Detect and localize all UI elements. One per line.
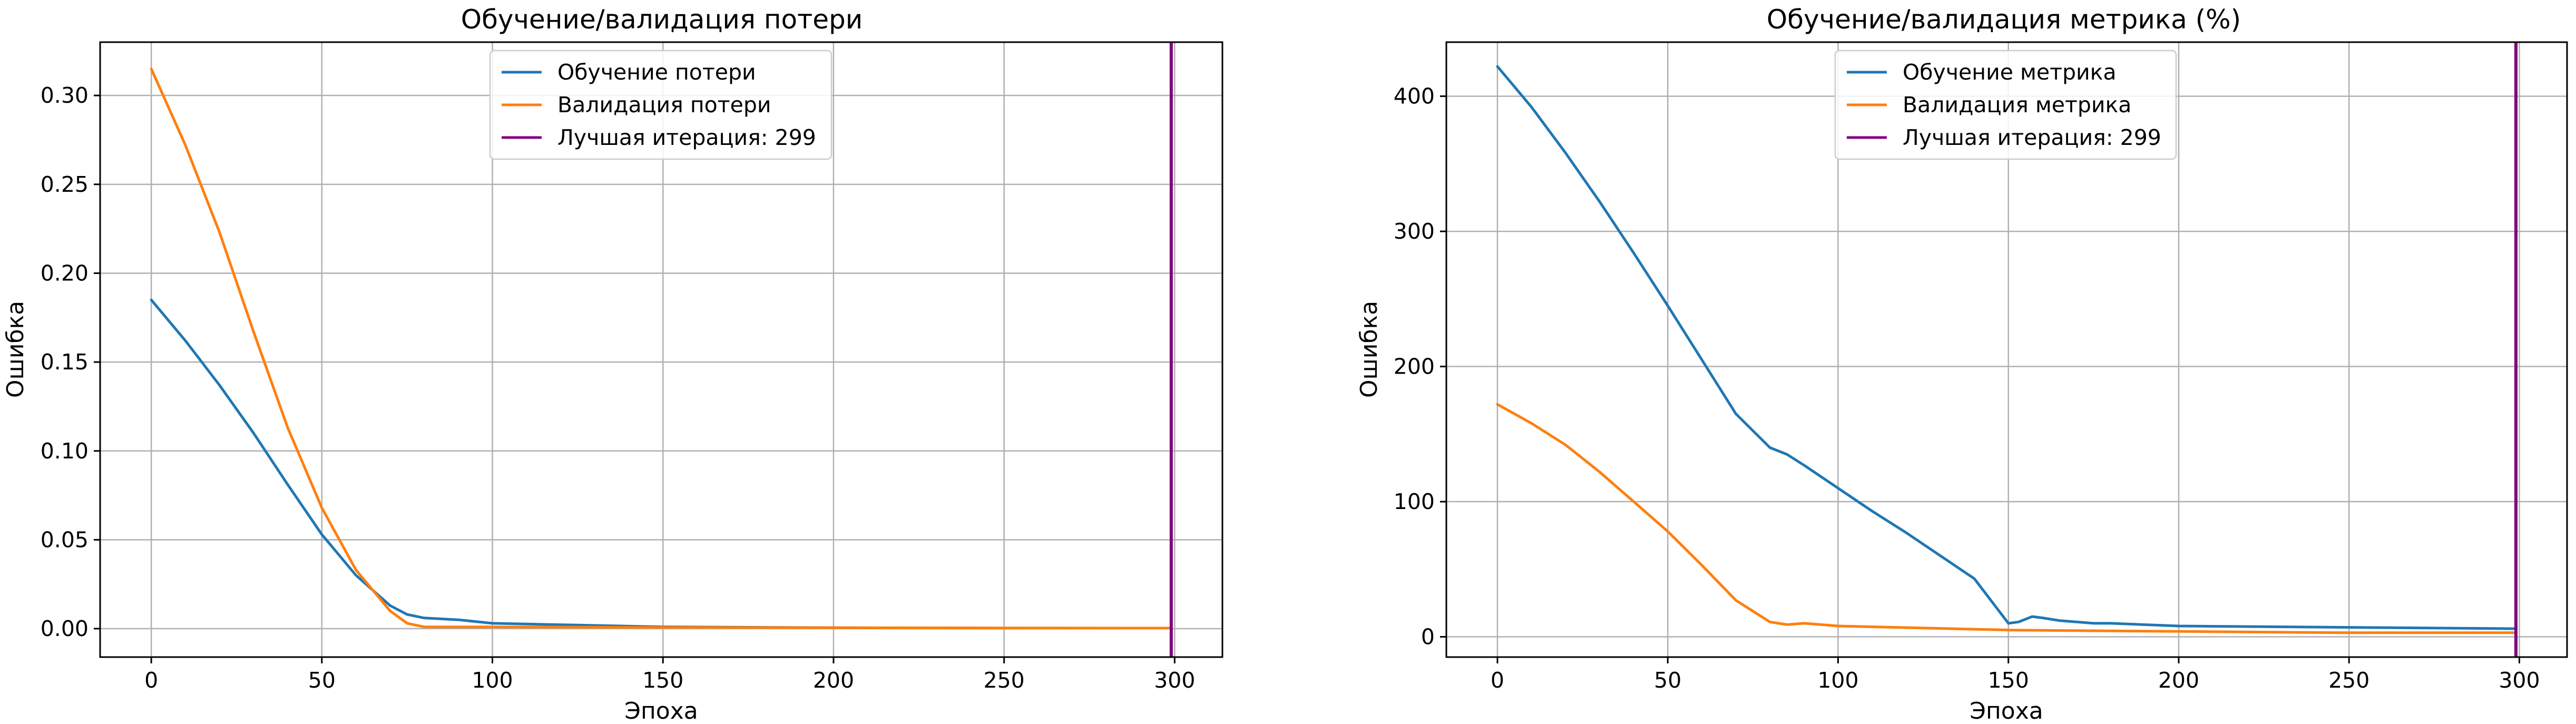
legend-label: Валидация метрика <box>1903 92 2131 118</box>
x-tick-label: 100 <box>472 668 513 693</box>
x-tick-label: 150 <box>1988 668 2029 693</box>
metric-chart: Обучение/валидация метрика (%) 0 50 100 150… <box>1356 4 2568 724</box>
y-tick-label: 0.00 <box>41 616 89 641</box>
legend-box <box>1834 50 2177 160</box>
y-tick-label: 0.20 <box>41 260 89 286</box>
y-tick-label: 0.25 <box>41 172 89 197</box>
axes-frame <box>99 41 1223 658</box>
plot-area <box>1496 42 2518 657</box>
chart-title: Обучение/валидация потери <box>461 4 863 35</box>
y-tick-label: 0.30 <box>41 83 89 108</box>
loss-chart: Обучение/валидация потери 0 50 100 150 200 25… <box>2 4 1223 724</box>
x-tick-label: 0 <box>1491 668 1504 693</box>
y-axis-label: Ошибка <box>1356 301 1383 398</box>
axes-frame <box>1445 41 2568 658</box>
x-tick-label: 250 <box>2328 668 2369 693</box>
legend-label: Обучение потери <box>557 60 756 85</box>
x-axis-label: Эпоха <box>624 698 698 724</box>
axis-ticks: 0 50 100 150 200 250 300 0 100 200 300 400 <box>1394 84 2540 693</box>
series-line-validation <box>150 67 1173 630</box>
y-tick-label: 400 <box>1394 84 1435 109</box>
y-tick-label: 0.10 <box>41 438 89 464</box>
chart-title: Обучение/валидация метрика (%) <box>1767 4 2241 35</box>
series-line-validation <box>1496 403 2518 634</box>
y-tick-label: 300 <box>1394 219 1435 244</box>
legend-label: Лучшая итерация: 299 <box>1903 125 2161 150</box>
x-tick-label: 300 <box>1154 668 1195 693</box>
series-line-train <box>1496 65 2518 630</box>
x-tick-label: 50 <box>308 668 336 693</box>
x-tick-label: 50 <box>1654 668 1681 693</box>
axis-ticks: 0 50 100 150 200 250 300 0.00 0.05 0.10 0.15 0.20 0.… <box>41 83 1196 693</box>
x-tick-label: 0 <box>144 668 158 693</box>
x-tick-label: 250 <box>984 668 1025 693</box>
legend-label: Валидация потери <box>557 92 771 118</box>
x-tick-label: 200 <box>813 668 854 693</box>
y-axis-label: Ошибка <box>2 301 29 398</box>
y-tick-label: 200 <box>1394 354 1435 379</box>
plot-area <box>150 42 1173 657</box>
x-tick-label: 150 <box>642 668 683 693</box>
x-tick-label: 100 <box>1817 668 1858 693</box>
y-tick-label: 0.05 <box>41 527 89 552</box>
legend-label: Обучение метрика <box>1903 60 2117 85</box>
x-axis-label: Эпоха <box>1970 698 2043 724</box>
y-tick-label: 0.15 <box>41 349 89 375</box>
x-tick-label: 200 <box>2158 668 2199 693</box>
x-tick-label: 300 <box>2499 668 2540 693</box>
legend: Обучение потери Валидация потери Лучшая ит… <box>489 50 832 160</box>
legend-label: Лучшая итерация: 299 <box>557 125 816 150</box>
legend-box <box>489 50 832 160</box>
y-tick-label: 0 <box>1421 624 1435 650</box>
legend: Обучение метрика Валидация метрика Лучшая … <box>1834 50 2177 160</box>
y-tick-label: 100 <box>1394 489 1435 514</box>
